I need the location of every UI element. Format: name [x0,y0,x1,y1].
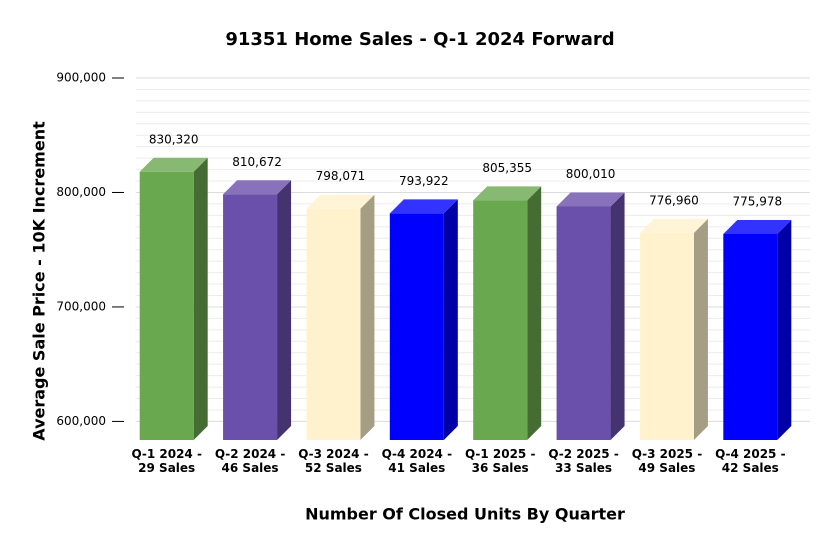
value-label: 798,071 [316,169,366,183]
x-tick-label: Q-4 2024 - 41 Sales [381,447,453,475]
x-tick-label: Q-3 2024 - 52 Sales [298,447,369,475]
bar-side [610,192,625,440]
bar-top [473,186,542,201]
bar-top [389,199,458,214]
bar-side [360,194,375,440]
bar-side [527,186,542,440]
y-tick-label: 600,000 [56,414,106,428]
bar-top [723,219,792,234]
y-tick-label: 800,000 [56,185,106,199]
x-tick-label: Q-1 2024 - 29 Sales [131,447,202,475]
y-axis-label: Average Sale Price - 10K Increment [30,121,49,441]
bar-side [693,218,708,440]
bar-top [556,192,625,207]
bar-top [223,180,292,195]
value-label: 800,010 [566,167,616,181]
value-label: 775,978 [733,194,783,208]
value-label: 776,960 [649,193,699,207]
x-tick-label: Q-4 2025 - 42 Sales [715,447,786,475]
bar-side [277,180,292,440]
chart-title: 91351 Home Sales - Q-1 2024 Forward [225,29,614,50]
value-label: 793,922 [399,174,449,188]
value-label: 805,355 [482,161,532,175]
value-label: 810,672 [232,155,282,169]
x-axis-label: Number Of Closed Units By Quarter [305,505,625,524]
x-tick-label: Q-2 2025 - 33 Sales [548,447,619,475]
bar [639,232,694,440]
value-label: 830,320 [149,132,199,146]
y-tick-label: 700,000 [56,299,106,313]
x-tick-label: Q-1 2025 - 36 Sales [464,447,536,475]
bar [139,171,194,440]
x-tick-label: Q-2 2024 - 46 Sales [214,447,286,475]
bar-top [139,157,208,172]
bar-top [639,218,708,233]
bar [556,206,611,440]
bar-side [777,219,792,440]
bar [389,213,444,440]
bar-top [306,194,375,209]
bar-side [443,199,458,440]
bar-side [193,157,208,440]
bar [223,194,278,440]
y-tick-label: 900,000 [56,71,106,85]
bar [723,233,778,440]
bar [306,208,361,440]
x-tick-label: Q-3 2025 - 49 Sales [631,447,703,475]
bar [473,200,528,440]
